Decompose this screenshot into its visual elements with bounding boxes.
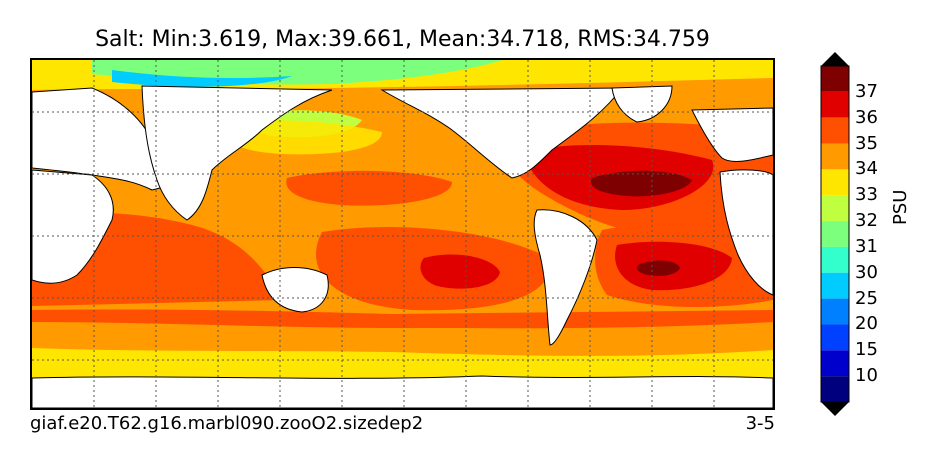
colorbar-segment — [821, 298, 849, 325]
colorbar-tick-label: 15 — [855, 339, 878, 361]
colorbar-tick-label: 33 — [855, 184, 878, 206]
colorbar-segment — [821, 143, 849, 170]
colorbar-segment — [821, 169, 849, 196]
years-label: 3-5 — [745, 413, 775, 434]
colorbar-tick-label: 36 — [855, 106, 878, 128]
colorbar-tick-label: 20 — [855, 313, 878, 335]
colorbar-extend-min — [821, 402, 849, 416]
colorbar-outline — [820, 65, 850, 403]
land-west-africa — [719, 169, 773, 296]
colorbar-tick-label: 37 — [855, 80, 878, 102]
land-antarctica — [32, 375, 773, 408]
north-atlantic-37 — [591, 170, 692, 197]
colorbar-segment — [821, 246, 849, 273]
salinity-map — [30, 58, 775, 410]
land-australia — [261, 267, 329, 313]
colorbar-segment — [821, 221, 849, 247]
ocean-band-subantarctic-35 — [32, 309, 773, 329]
arctic-band-25 — [112, 70, 292, 87]
land-africa — [32, 169, 114, 284]
land-europe — [691, 107, 773, 162]
plot-title: Salt: Min:3.619, Max:39.661, Mean:34.718… — [95, 27, 710, 52]
south-pacific-36 — [420, 254, 500, 289]
north-pacific-35 — [286, 170, 452, 206]
colorbar-segment — [821, 350, 849, 377]
land-asia — [141, 85, 333, 221]
map-canvas — [32, 60, 773, 408]
colorbar-tick-label: 31 — [855, 235, 878, 257]
colorbar-segment — [821, 66, 849, 92]
colorbar-segment — [821, 117, 849, 144]
colorbar-extend-max — [821, 52, 849, 66]
case-name-label: giaf.e20.T62.g16.marbl090.zooO2.sizedep2 — [30, 413, 424, 434]
colorbar-unit-label: PSU — [890, 189, 911, 225]
land-south-america — [533, 209, 598, 346]
colorbar-segment — [821, 195, 849, 222]
colorbar — [820, 52, 850, 416]
colorbar-tick-label: 30 — [855, 261, 878, 283]
south-atlantic-37 — [636, 260, 680, 276]
colorbar-segment — [821, 324, 849, 351]
land-greenland — [611, 85, 673, 123]
colorbar-segment — [821, 91, 849, 118]
colorbar-segment — [821, 272, 849, 299]
land-north-america — [380, 87, 623, 179]
colorbar-tick-label: 35 — [855, 132, 878, 154]
graticule — [32, 60, 773, 408]
colorbar-tick-label: 10 — [855, 365, 878, 387]
colorbar-tick-label: 32 — [855, 210, 878, 232]
colorbar-tick-label: 34 — [855, 158, 878, 180]
colorbar-segment — [821, 376, 849, 402]
colorbar-tick-label: 25 — [855, 287, 878, 309]
